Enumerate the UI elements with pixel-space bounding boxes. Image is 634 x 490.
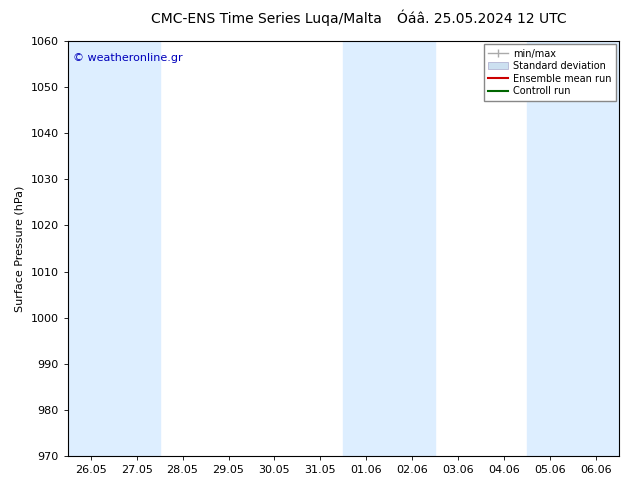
Text: CMC-ENS Time Series Luqa/Malta: CMC-ENS Time Series Luqa/Malta: [151, 12, 382, 26]
Text: © weatheronline.gr: © weatheronline.gr: [73, 53, 183, 64]
Bar: [68, 41, 113, 456]
Text: Óáâ. 25.05.2024 12 UTC: Óáâ. 25.05.2024 12 UTC: [397, 12, 567, 26]
Legend: min/max, Standard deviation, Ensemble mean run, Controll run: min/max, Standard deviation, Ensemble me…: [484, 44, 616, 101]
Bar: [527, 41, 619, 456]
Bar: [344, 41, 435, 456]
Y-axis label: Surface Pressure (hPa): Surface Pressure (hPa): [15, 185, 25, 312]
Bar: [113, 41, 160, 456]
